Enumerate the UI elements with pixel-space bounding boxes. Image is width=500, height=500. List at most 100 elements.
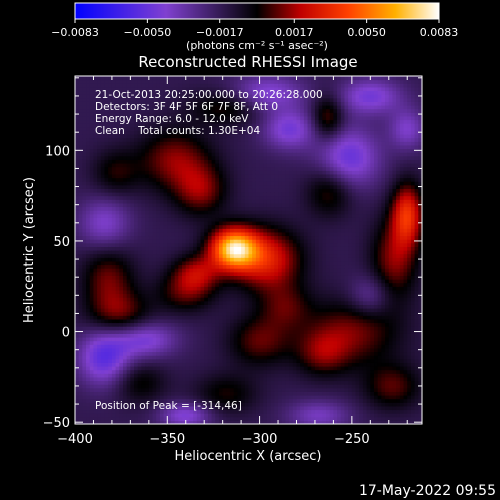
heatmap-cell: [86, 94, 91, 99]
heatmap-cell: [115, 115, 120, 121]
heatmap-cell: [211, 402, 216, 407]
heatmap-cell: [145, 286, 150, 291]
heatmap-cell: [215, 293, 220, 298]
heatmap-cell: [189, 152, 194, 157]
heatmap-cell: [233, 376, 239, 382]
heatmap-cell: [167, 395, 172, 400]
heatmap-cell: [193, 387, 198, 392]
heatmap-cell: [89, 366, 95, 371]
heatmap-cell: [97, 115, 102, 121]
heatmap-cell: [75, 409, 80, 414]
heatmap-cell: [130, 112, 135, 117]
heatmap-cell: [89, 163, 95, 168]
heatmap-cell: [122, 141, 128, 146]
heatmap-cell: [237, 228, 242, 233]
heatmap-cell: [134, 192, 139, 197]
heatmap-cell: [189, 101, 194, 106]
heatmap-cell: [241, 337, 246, 342]
heatmap-cell: [156, 213, 161, 218]
heatmap-cell: [156, 119, 161, 124]
heatmap-cell: [78, 137, 83, 142]
heatmap-cell: [152, 224, 157, 229]
heatmap-cell: [111, 181, 117, 186]
heatmap-cell: [178, 409, 183, 414]
heatmap-cell: [255, 148, 261, 153]
heatmap-cell: [97, 416, 102, 421]
heatmap-cell: [100, 286, 106, 291]
heatmap-cell: [134, 115, 139, 121]
heatmap-cell: [126, 76, 131, 81]
heatmap-cell: [119, 351, 124, 356]
heatmap-cell: [244, 163, 250, 168]
heatmap-cell: [244, 199, 250, 204]
heatmap-cell: [182, 192, 187, 197]
heatmap-cell: [159, 206, 165, 211]
heatmap-cell: [196, 250, 202, 255]
heatmap-cell: [163, 159, 168, 164]
heatmap-cell: [159, 192, 165, 197]
heatmap-cell: [122, 344, 128, 349]
heatmap-cell: [100, 409, 106, 414]
heatmap-cell: [156, 391, 161, 396]
heatmap-cell: [163, 275, 168, 280]
heatmap-cell: [78, 192, 83, 197]
heatmap-cell: [78, 141, 83, 146]
heatmap-cell: [115, 170, 120, 175]
heatmap-cell: [89, 387, 95, 392]
heatmap-cell: [182, 304, 187, 309]
heatmap-cell: [233, 195, 239, 200]
heatmap-cell: [82, 315, 87, 320]
heatmap-cell: [119, 322, 124, 327]
heatmap-cell: [82, 271, 87, 276]
heatmap-cell: [111, 94, 117, 99]
heatmap-cell: [82, 199, 87, 204]
heatmap-cell: [159, 177, 165, 182]
heatmap-cell: [215, 395, 220, 400]
heatmap-cell: [218, 311, 224, 316]
heatmap-cell: [207, 409, 213, 414]
heatmap-cell: [178, 188, 183, 193]
heatmap-cell: [248, 250, 253, 255]
heatmap-cell: [174, 170, 179, 175]
heatmap-cell: [97, 333, 102, 338]
heatmap-cell: [196, 144, 202, 150]
heatmap-cell: [141, 155, 146, 160]
heatmap-cell: [237, 253, 242, 258]
heatmap-cell: [141, 235, 146, 240]
heatmap-cell: [145, 195, 150, 200]
heatmap-cell: [237, 76, 242, 81]
heatmap-cell: [93, 300, 98, 305]
heatmap-cell: [248, 159, 253, 164]
heatmap-cell: [233, 101, 239, 106]
heatmap-cell: [241, 235, 246, 240]
heatmap-cell: [104, 420, 109, 424]
heatmap-cell: [204, 137, 209, 142]
heatmap-cell: [255, 159, 261, 164]
heatmap-cell: [193, 206, 198, 211]
heatmap-cell: [244, 123, 250, 128]
heatmap-cell: [111, 297, 117, 302]
heatmap-cell: [115, 282, 120, 287]
heatmap-cell: [159, 123, 165, 128]
heatmap-cell: [241, 101, 246, 106]
heatmap-cell: [156, 395, 161, 400]
heatmap-cell: [104, 134, 109, 139]
heatmap-cell: [82, 192, 87, 197]
heatmap-cell: [78, 163, 83, 168]
heatmap-cell: [215, 206, 220, 211]
heatmap-cell: [244, 221, 250, 226]
heatmap-cell: [222, 159, 227, 164]
heatmap-cell: [196, 94, 202, 99]
heatmap-cell: [126, 94, 131, 99]
heatmap-cell: [93, 380, 98, 385]
heatmap-cell: [111, 231, 117, 237]
heatmap-cell: [152, 141, 157, 146]
heatmap-cell: [111, 344, 117, 349]
heatmap-cell: [115, 322, 120, 327]
heatmap-cell: [211, 413, 216, 418]
heatmap-cell: [218, 351, 224, 356]
heatmap-cell: [248, 409, 253, 414]
heatmap-cell: [178, 384, 183, 389]
heatmap-cell: [259, 289, 264, 295]
heatmap-cell: [244, 108, 250, 113]
